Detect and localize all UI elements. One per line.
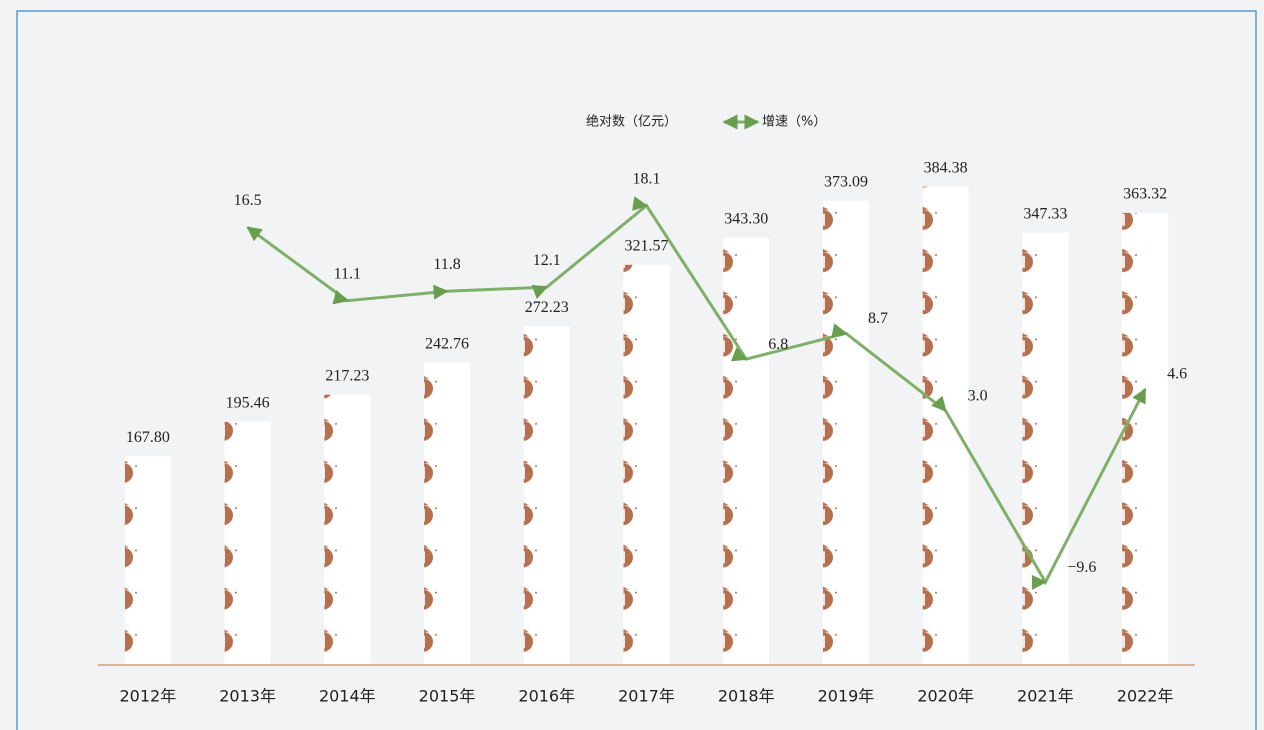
line-value-label: 4.6 xyxy=(1167,366,1187,383)
line-value-label: 18.1 xyxy=(633,170,661,187)
bar-value-label: 217.23 xyxy=(325,367,369,384)
legend: 绝对数（亿元） 增速（%） xyxy=(586,114,826,130)
bar-icons xyxy=(224,421,271,665)
line-value-label: 11.8 xyxy=(433,256,460,273)
bar-icons xyxy=(1022,232,1069,666)
x-tick-label: 2016年 xyxy=(518,687,575,706)
bar-icons xyxy=(523,326,570,665)
line-value-label: 12.1 xyxy=(533,252,561,269)
x-tick-label: 2022年 xyxy=(1117,687,1174,706)
frame xyxy=(16,10,1257,730)
bar-icons xyxy=(723,237,770,665)
legend-label: 增速（%） xyxy=(762,115,826,130)
line-value-label: 11.1 xyxy=(334,265,361,282)
bar-value-label: 242.76 xyxy=(425,336,469,353)
bar-icons xyxy=(1122,212,1169,665)
bar-icons xyxy=(822,200,869,666)
bar-value-label: 167.80 xyxy=(126,429,170,446)
x-tick-label: 2015年 xyxy=(419,687,476,706)
x-tick-label: 2021年 xyxy=(1017,687,1074,706)
bar-icons xyxy=(424,362,471,665)
x-tick-label: 2017年 xyxy=(618,687,675,706)
bar-value-label: 272.23 xyxy=(525,299,569,316)
bar-value-label: 363.32 xyxy=(1123,186,1167,203)
line-value-label: 3.0 xyxy=(968,387,988,404)
bar-value-label: 373.09 xyxy=(824,173,868,190)
bar-icons xyxy=(324,394,371,665)
line xyxy=(246,196,1147,590)
x-tick-label: 2013年 xyxy=(219,687,276,706)
line-value-label: −9.6 xyxy=(1067,559,1096,576)
bar-icons xyxy=(124,456,171,665)
bar-value-label: 384.38 xyxy=(924,159,968,176)
line-value-label: 6.8 xyxy=(768,336,788,353)
bar-value-label: 321.57 xyxy=(625,237,669,254)
legend-label: 绝对数（亿元） xyxy=(586,114,677,130)
bar-value-label: 347.33 xyxy=(1023,205,1067,222)
bar-icons xyxy=(922,186,969,665)
x-tick-label: 2020年 xyxy=(917,687,974,706)
bar-icons xyxy=(623,264,670,665)
x-tick-label: 2018年 xyxy=(718,687,775,706)
line-value-label: 16.5 xyxy=(234,192,262,209)
x-tick-label: 2014年 xyxy=(319,687,376,706)
x-tick-label: 2012年 xyxy=(119,687,176,706)
x-tick-label: 2019年 xyxy=(818,687,875,706)
bar-value-label: 195.46 xyxy=(226,394,270,411)
line-value-label: 8.7 xyxy=(868,310,888,327)
bar-value-label: 343.30 xyxy=(724,210,768,227)
